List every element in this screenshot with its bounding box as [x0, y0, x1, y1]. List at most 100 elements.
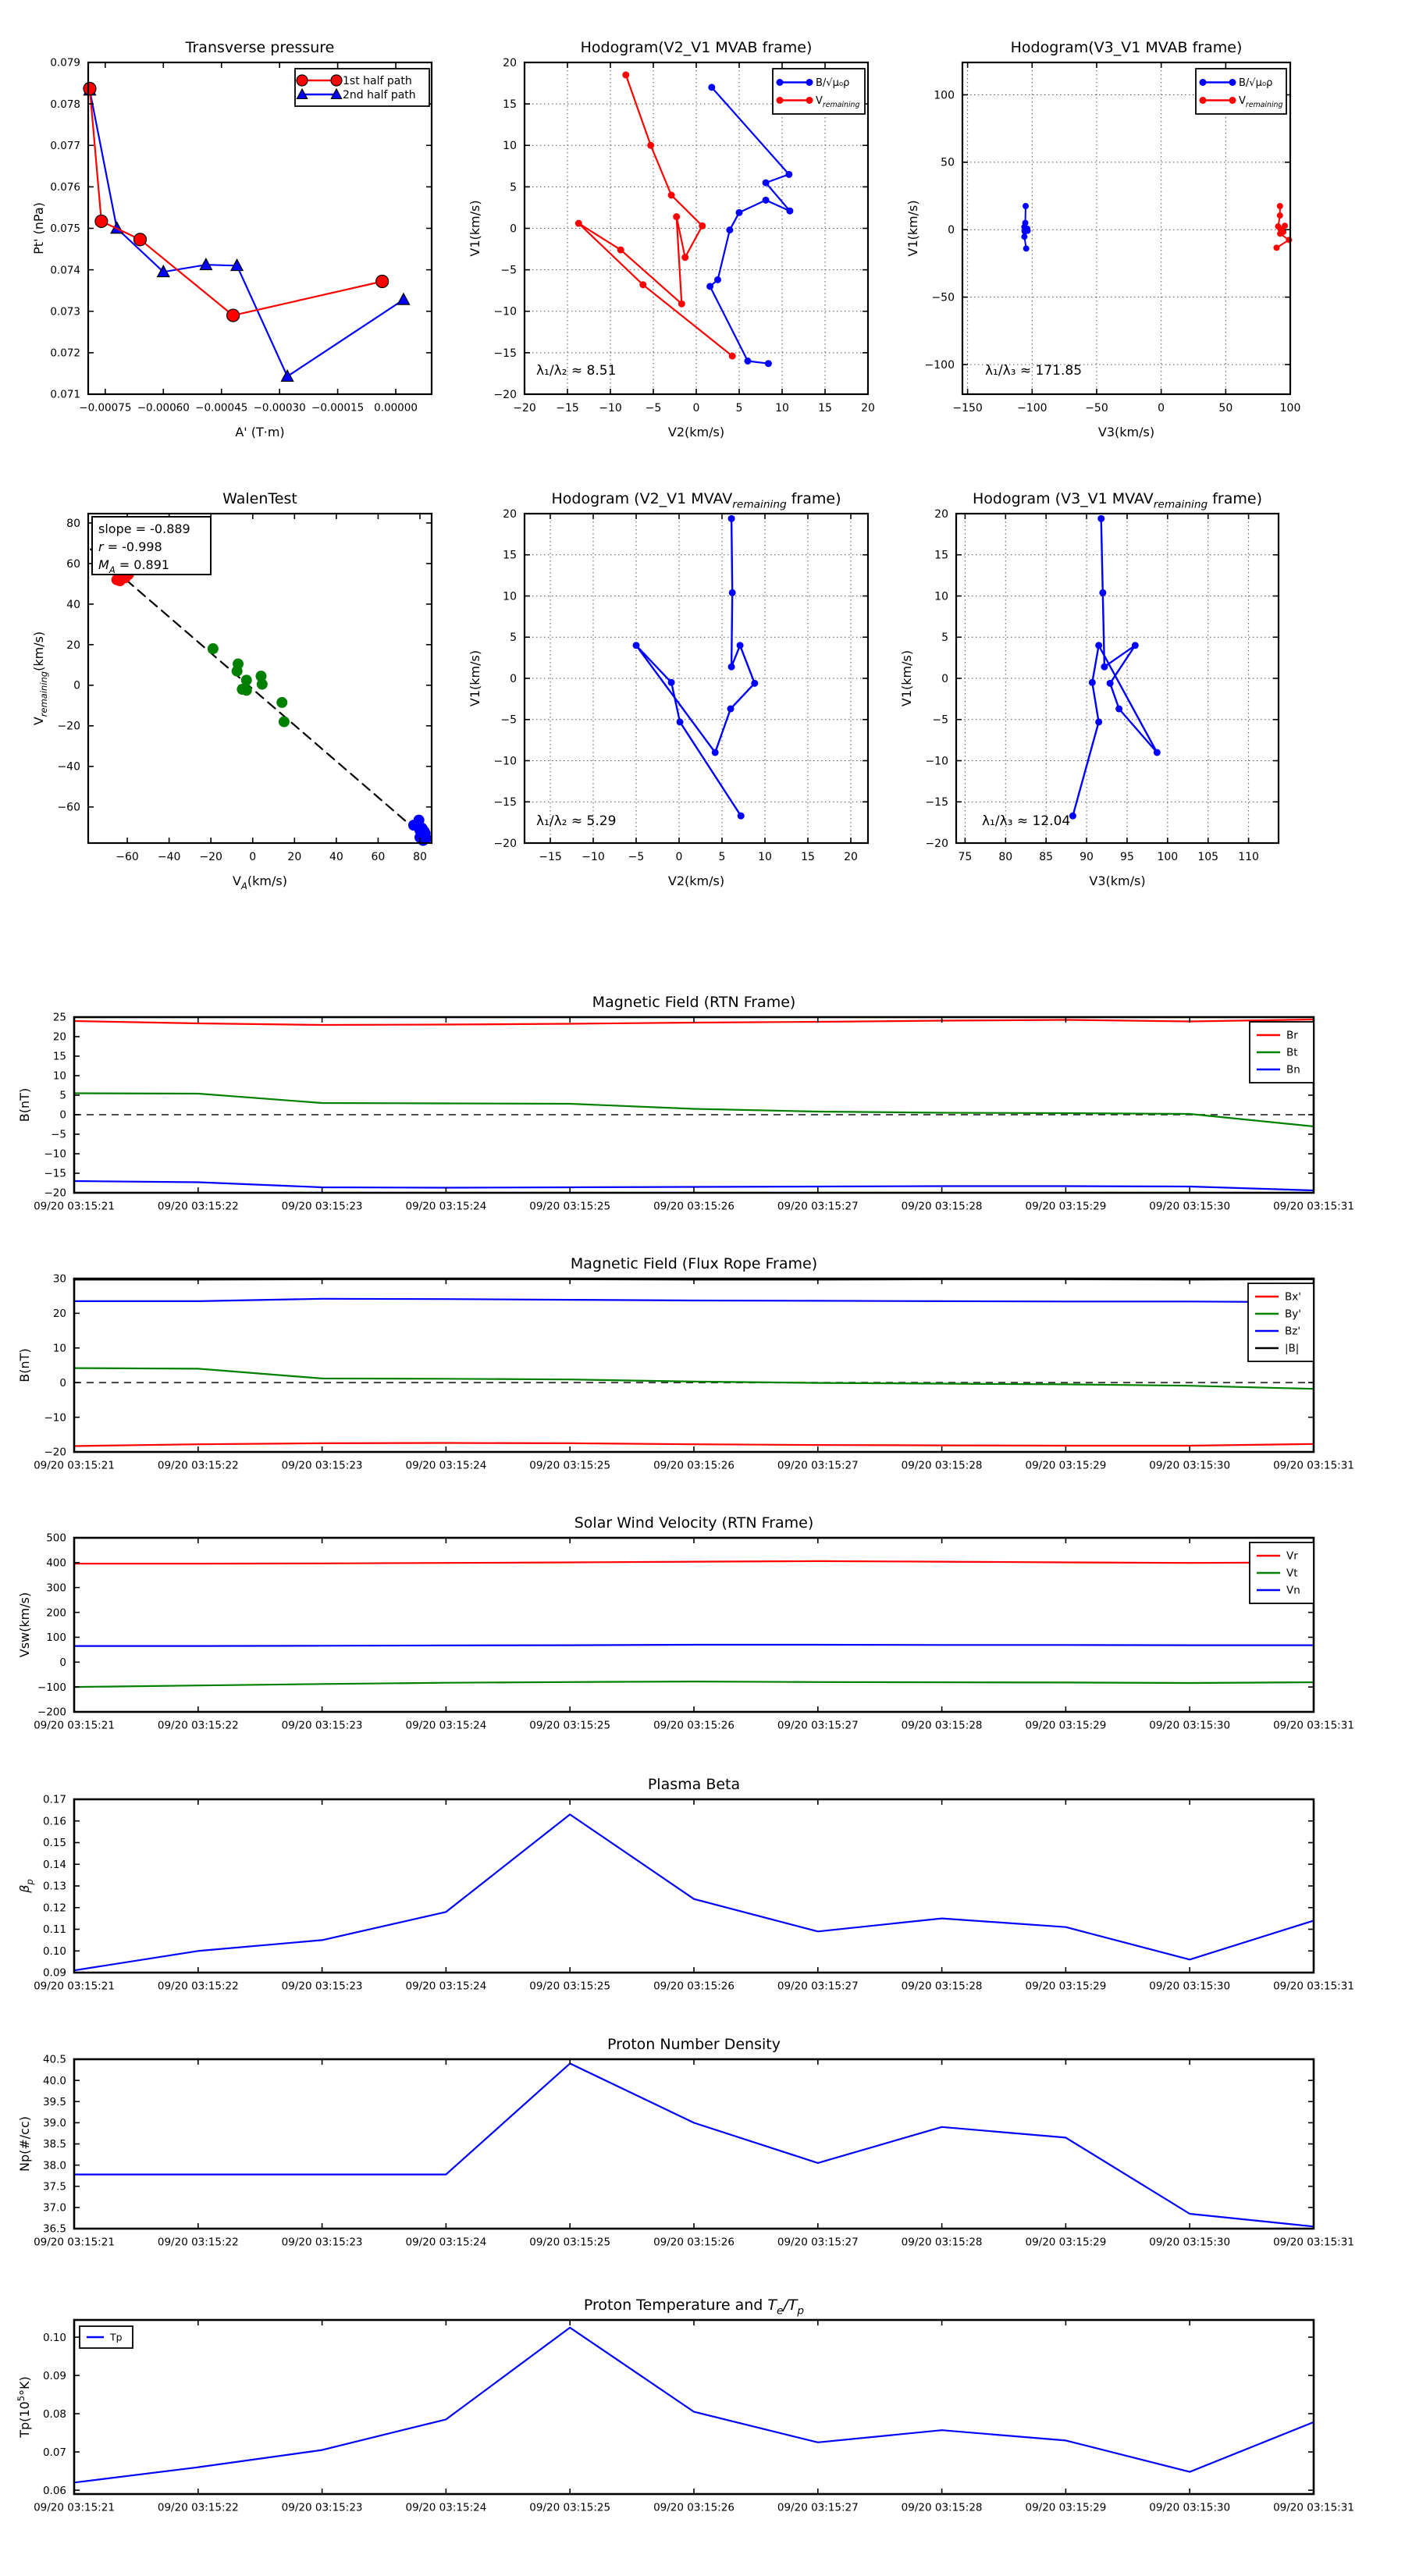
- y-tick-label: 30: [53, 1273, 66, 1286]
- x-tick-label: 09/20 03:15:24: [405, 2501, 486, 2514]
- y-tick-label: 50: [941, 157, 955, 169]
- y-tick-label: −20: [57, 720, 80, 733]
- data-point-marker: [639, 281, 647, 289]
- series-bx-: [73, 1442, 1315, 1447]
- y-tick-label: 0.07: [43, 2446, 66, 2459]
- y-tick-label: 0.08: [43, 2408, 66, 2421]
- x-tick-label: 5: [736, 402, 743, 415]
- y-tick-label: −10: [44, 1148, 67, 1161]
- y-tick-label: −40: [57, 761, 80, 774]
- x-tick-label: 09/20 03:15:27: [777, 2236, 859, 2248]
- annotation: λ₁/λ₃ ≈ 171.85: [985, 363, 1082, 379]
- y-tick-label: 37.0: [43, 2202, 66, 2215]
- plot-proton-temperature: 09/20 03:15:21 09/20 03:15:22 09/20 03:15:…: [16, 2297, 1354, 2514]
- y-axis-label: Vsw(km/s): [17, 1592, 32, 1657]
- x-tick-label: 09/20 03:15:29: [1025, 1200, 1106, 1212]
- legend-label: Vremaining: [1239, 95, 1282, 109]
- x-tick-label: 5: [719, 851, 726, 863]
- data-point-marker: [673, 213, 681, 221]
- x-tick-label: 110: [1238, 851, 1259, 863]
- plot-title: Hodogram(V2_V1 MVAB frame): [581, 39, 813, 56]
- data-point-marker: [1088, 678, 1096, 686]
- y-tick-label: 0.13: [43, 1880, 66, 1893]
- x-tick-label: 09/20 03:15:26: [653, 1719, 735, 1731]
- y-tick-label: 0.10: [43, 1945, 66, 1958]
- y-axis-label: B(nT): [17, 1348, 32, 1382]
- circle-marker: [375, 274, 389, 289]
- x-tick-label: 100: [1157, 851, 1178, 863]
- legend-label: Vr: [1286, 1550, 1298, 1563]
- x-tick-label: 09/20 03:15:22: [158, 1200, 239, 1212]
- y-axis-label: Pt' (nPa): [31, 202, 46, 254]
- y-axis-label: Np(#/cc): [17, 2116, 32, 2172]
- legend-label: By': [1285, 1308, 1301, 1321]
- plot-hodogram-v2v1-mvav: −15 −10 −5 0 5 10 15 20 −20 −15 −10 −5 0 5 10 15 20 Hodog…: [468, 490, 870, 888]
- x-tick-label: 09/20 03:15:25: [529, 1980, 610, 1992]
- data-point-marker: [1115, 705, 1123, 713]
- legend-label: 1st half path: [343, 75, 412, 87]
- stats-box: [91, 516, 212, 575]
- x-tick-label: 09/20 03:15:22: [158, 1459, 239, 1471]
- data-point-marker: [1229, 79, 1236, 86]
- data-point-marker: [1101, 663, 1108, 671]
- data-point-marker: [1106, 679, 1114, 687]
- x-tick-label: 15: [818, 402, 832, 415]
- x-tick-label: 09/20 03:15:28: [902, 1719, 983, 1731]
- x-tick-label: 09/20 03:15:27: [777, 1200, 859, 1212]
- plot-title: Hodogram(V3_V1 MVAB frame): [1011, 39, 1243, 56]
- y-tick-label: 15: [503, 98, 517, 111]
- x-tick-label: 0: [693, 402, 700, 415]
- x-tick-label: 09/20 03:15:31: [1273, 1200, 1354, 1212]
- data-point-marker: [751, 679, 759, 687]
- x-tick-label: 0: [1158, 402, 1165, 415]
- axes-spines: [87, 512, 433, 845]
- y-tick-label: 15: [934, 550, 948, 562]
- axes-spines: [87, 61, 433, 396]
- data-point-marker: [736, 642, 744, 649]
- x-tick-label: 09/20 03:15:23: [282, 1719, 363, 1731]
- y-tick-label: 0: [941, 673, 948, 685]
- y-tick-label: 10: [503, 590, 517, 603]
- data-point-marker: [1021, 233, 1028, 240]
- y-tick-label: −5: [500, 714, 517, 727]
- y-tick-label: 100: [46, 1631, 66, 1644]
- y-tick-label: 20: [934, 508, 948, 521]
- x-tick-label: 09/20 03:15:21: [34, 1980, 115, 1992]
- data-point-marker: [667, 191, 675, 199]
- series-2nd-half-path: [88, 89, 405, 378]
- data-point-marker: [1199, 79, 1207, 86]
- series-v-hodogram: [635, 518, 756, 817]
- plot-hodogram-v3v1-mvab: −150 −100 −50 0 50 100 −100 −50 0 50 100 Hodogram(V…: [905, 39, 1300, 439]
- legend-label: Vremaining: [816, 95, 859, 109]
- legend-label: Bn: [1286, 1064, 1300, 1076]
- series-np: [73, 2062, 1315, 2228]
- y-tick-label: 20: [503, 57, 517, 69]
- x-tick-label: 09/20 03:15:25: [529, 1200, 610, 1212]
- data-point-marker: [1276, 212, 1283, 219]
- x-tick-label: −20: [199, 851, 222, 863]
- plot-title: Hodogram (V2_V1 MVAVremaining frame): [552, 490, 841, 511]
- x-tick-label: −10: [599, 402, 622, 415]
- x-tick-label: 09/20 03:15:27: [777, 1719, 859, 1731]
- axes-spines: [73, 1016, 1315, 1194]
- annotation: λ₁/λ₂ ≈ 8.51: [536, 363, 616, 379]
- data-point-marker: [762, 179, 770, 187]
- x-tick-label: −15: [556, 402, 579, 415]
- circle-marker: [226, 308, 240, 322]
- plot-title: Magnetic Field (Flux Rope Frame): [571, 1255, 817, 1272]
- data-point-marker: [1277, 230, 1284, 237]
- x-tick-label: 09/20 03:15:29: [1025, 1459, 1106, 1471]
- x-tick-label: 09/20 03:15:21: [34, 1200, 115, 1212]
- x-tick-label: 09/20 03:15:29: [1025, 2501, 1106, 2514]
- x-tick-label: 09/20 03:15:21: [34, 2501, 115, 2514]
- data-point-marker: [622, 71, 630, 79]
- data-point-marker: [786, 207, 794, 215]
- y-tick-label: −15: [493, 347, 517, 360]
- y-tick-label: 500: [46, 1532, 66, 1545]
- x-tick-label: 20: [287, 851, 301, 863]
- y-tick-label: 10: [53, 1343, 66, 1355]
- series-v-hodogram: [1072, 518, 1158, 817]
- data-point-marker: [728, 352, 736, 360]
- legend-label: Bt: [1286, 1047, 1298, 1059]
- y-tick-label: 0: [948, 224, 955, 237]
